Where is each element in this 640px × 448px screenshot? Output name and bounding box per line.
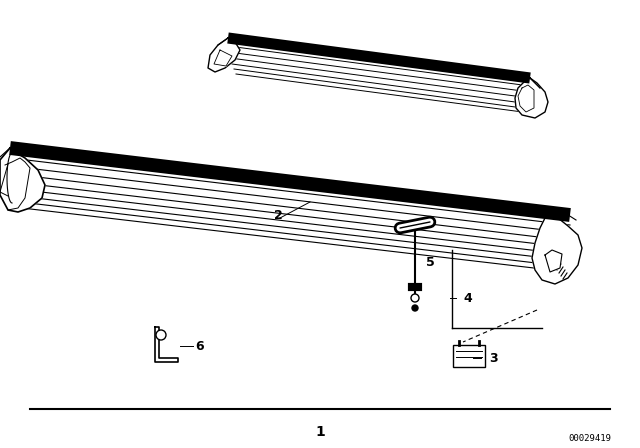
Polygon shape — [515, 78, 548, 118]
Text: 6: 6 — [196, 340, 204, 353]
Text: 4: 4 — [463, 292, 472, 305]
Text: 1: 1 — [315, 425, 325, 439]
Polygon shape — [214, 50, 232, 66]
Text: 5: 5 — [426, 257, 435, 270]
Polygon shape — [545, 250, 562, 272]
Circle shape — [412, 305, 418, 311]
Polygon shape — [0, 148, 45, 212]
Text: 00029419: 00029419 — [568, 434, 611, 443]
Polygon shape — [518, 85, 534, 112]
Polygon shape — [532, 208, 582, 284]
Text: 3: 3 — [489, 352, 497, 365]
FancyBboxPatch shape — [453, 345, 485, 367]
Circle shape — [156, 330, 166, 340]
Polygon shape — [155, 327, 178, 362]
Polygon shape — [208, 38, 240, 72]
Circle shape — [411, 294, 419, 302]
Text: 2: 2 — [274, 208, 282, 221]
